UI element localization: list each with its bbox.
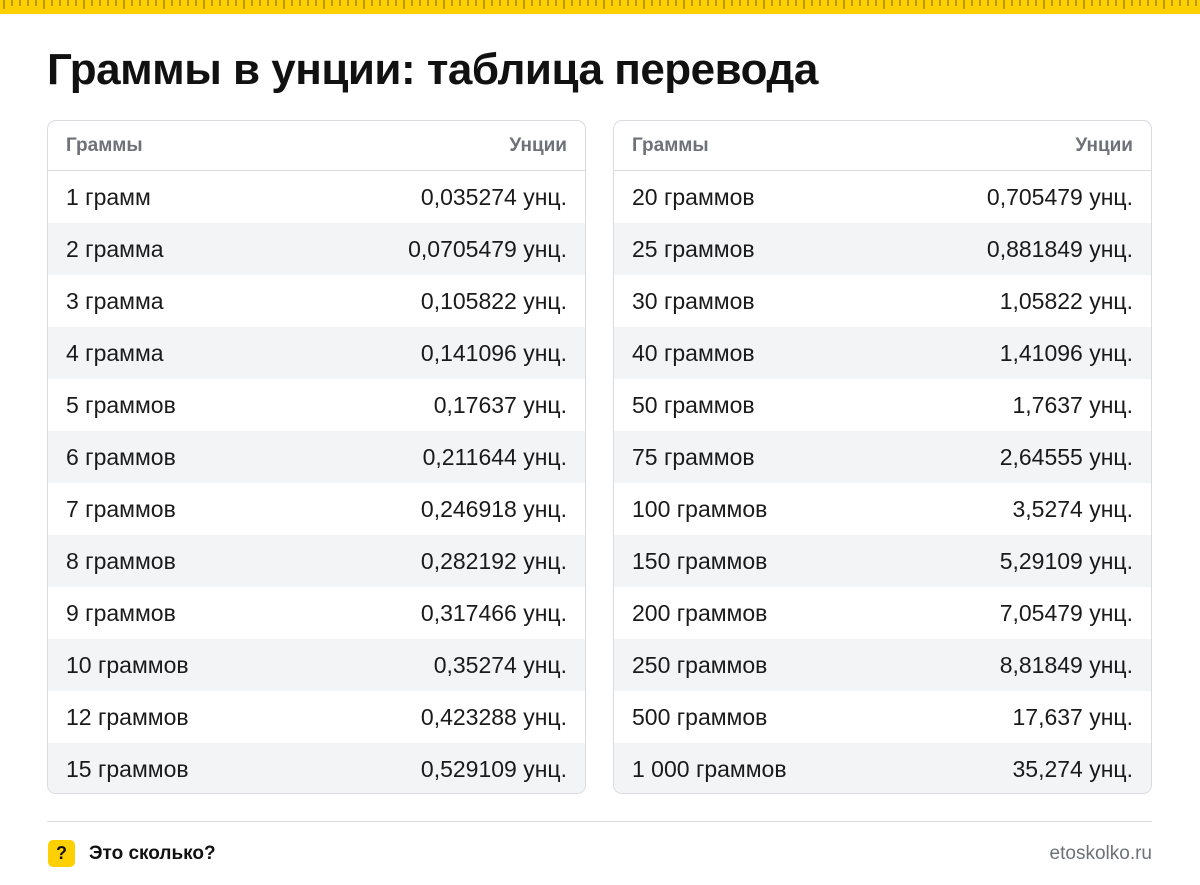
ounces-cell: 1,05822 унц. [999,287,1133,314]
grams-cell: 50 граммов [632,391,755,418]
brand-name[interactable]: Это сколько? [89,843,216,864]
ounces-cell: 0,282192 унц. [420,547,567,574]
ounces-cell: 0,881849 унц. [986,235,1133,262]
grams-cell: 150 граммов [632,547,768,574]
table-header: Граммы Унции [48,121,585,171]
table-row: 9 граммов 0,317466 унц. [48,587,585,639]
ounces-cell: 8,81849 унц. [999,651,1133,678]
table-row: 1 грамм 0,035274 унц. [48,171,585,223]
table-row: 5 граммов 0,17637 унц. [48,379,585,431]
ounces-cell: 0,035274 унц. [420,183,567,210]
ounces-cell: 0,17637 унц. [433,391,567,418]
header-grams: Граммы [632,134,709,156]
table-row: 150 граммов 5,29109 унц. [614,535,1151,587]
grams-cell: 7 граммов [66,495,176,522]
table-row: 50 граммов 1,7637 унц. [614,379,1151,431]
ounces-cell: 5,29109 унц. [999,547,1133,574]
grams-cell: 5 граммов [66,391,176,418]
ounces-cell: 0,211644 унц. [422,443,567,470]
grams-cell: 1 грамм [66,183,151,210]
grams-cell: 15 граммов [66,755,189,782]
grams-cell: 9 граммов [66,599,176,626]
grams-cell: 12 граммов [66,703,189,730]
ounces-cell: 0,317466 унц. [420,599,567,626]
table-row: 12 граммов 0,423288 унц. [48,691,585,743]
grams-cell: 8 граммов [66,547,176,574]
header-ounces: Унции [1075,134,1133,156]
grams-cell: 30 граммов [632,287,755,314]
grams-cell: 3 грамма [66,287,164,314]
ounces-cell: 7,05479 унц. [999,599,1133,626]
ounces-cell: 17,637 унц. [1012,703,1133,730]
ounces-cell: 0,141096 унц. [420,339,567,366]
ounces-cell: 0,105822 унц. [420,287,567,314]
ounces-cell: 3,5274 унц. [1012,495,1133,522]
table-row: 1 000 граммов 35,274 унц. [614,743,1151,793]
table-row: 250 граммов 8,81849 унц. [614,639,1151,691]
footer-divider [47,821,1152,822]
ounces-cell: 0,529109 унц. [420,755,567,782]
grams-cell: 4 грамма [66,339,164,366]
table-row: 15 граммов 0,529109 унц. [48,743,585,793]
grams-cell: 500 граммов [632,703,768,730]
grams-cell: 250 граммов [632,651,768,678]
ounces-cell: 1,41096 унц. [999,339,1133,366]
grams-cell: 2 грамма [66,235,164,262]
question-mark-icon: ? [48,840,75,867]
grams-cell: 25 граммов [632,235,755,262]
table-row: 100 граммов 3,5274 унц. [614,483,1151,535]
ounces-cell: 0,35274 унц. [433,651,567,678]
table-row: 8 граммов 0,282192 унц. [48,535,585,587]
ounces-cell: 0,246918 унц. [420,495,567,522]
table-row: 500 граммов 17,637 унц. [614,691,1151,743]
table-row: 200 граммов 7,05479 унц. [614,587,1151,639]
ruler-strip [0,0,1200,14]
ounces-cell: 2,64555 унц. [999,443,1133,470]
ruler-ticks [3,0,1197,9]
table-row: 40 граммов 1,41096 унц. [614,327,1151,379]
table-header: Граммы Унции [614,121,1151,171]
conversion-table-right: Граммы Унции 20 граммов 0,705479 унц. 25 г… [613,120,1152,794]
table-row: 75 граммов 2,64555 унц. [614,431,1151,483]
grams-cell: 100 граммов [632,495,768,522]
grams-cell: 40 граммов [632,339,755,366]
table-row: 3 грамма 0,105822 унц. [48,275,585,327]
ounces-cell: 0,0705479 унц. [408,235,567,262]
grams-cell: 75 граммов [632,443,755,470]
ounces-cell: 0,705479 унц. [986,183,1133,210]
page-title: Граммы в унции: таблица перевода [47,45,818,94]
ounces-cell: 35,274 унц. [1012,755,1133,782]
ounces-cell: 1,7637 унц. [1012,391,1133,418]
table-row: 30 граммов 1,05822 унц. [614,275,1151,327]
site-link[interactable]: etoskolko.ru [1049,843,1152,864]
table-row: 10 граммов 0,35274 унц. [48,639,585,691]
table-row: 25 граммов 0,881849 унц. [614,223,1151,275]
grams-cell: 200 граммов [632,599,768,626]
table-row: 6 граммов 0,211644 унц. [48,431,585,483]
table-body: 20 граммов 0,705479 унц. 25 граммов 0,88184… [614,171,1151,793]
table-row: 2 грамма 0,0705479 унц. [48,223,585,275]
ounces-cell: 0,423288 унц. [420,703,567,730]
header-grams: Граммы [66,134,143,156]
table-row: 20 граммов 0,705479 унц. [614,171,1151,223]
grams-cell: 1 000 граммов [632,755,787,782]
grams-cell: 10 граммов [66,651,189,678]
header-ounces: Унции [509,134,567,156]
table-body: 1 грамм 0,035274 унц. 2 грамма 0,0705479 ун… [48,171,585,793]
table-row: 7 граммов 0,246918 унц. [48,483,585,535]
grams-cell: 20 граммов [632,183,755,210]
grams-cell: 6 граммов [66,443,176,470]
table-row: 4 грамма 0,141096 унц. [48,327,585,379]
conversion-table-left: Граммы Унции 1 грамм 0,035274 унц. 2 грамм… [47,120,586,794]
